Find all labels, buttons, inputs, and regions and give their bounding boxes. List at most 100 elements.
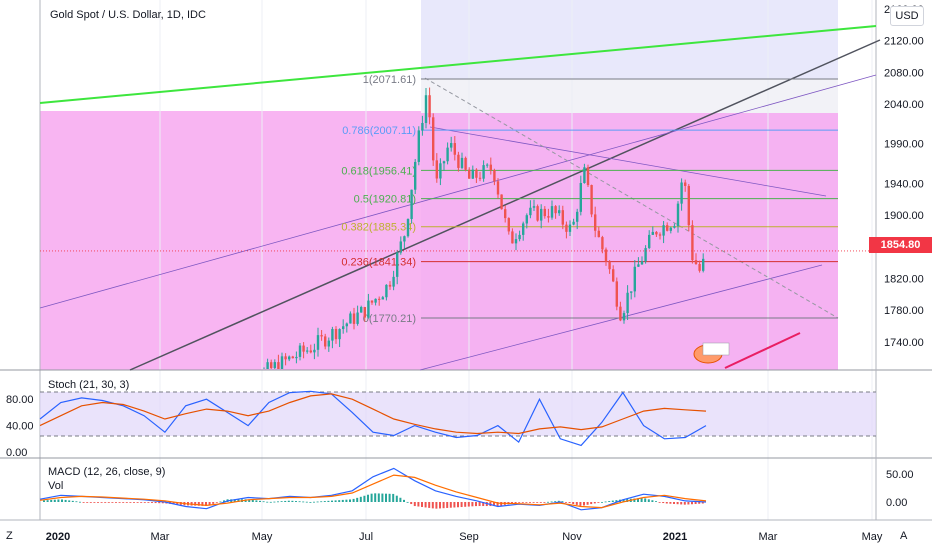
candle-body (309, 350, 312, 353)
candle-body (406, 218, 410, 237)
macd-histogram-bar (518, 502, 521, 503)
last-price-badge: 1854.80 (869, 237, 932, 253)
volume-legend[interactable]: Vol (48, 480, 64, 492)
candle-body (360, 307, 363, 313)
candle-body (594, 214, 597, 231)
macd-histogram-bar (687, 502, 690, 505)
time-axis-ticks: 2020 Mar May Jul Sep Nov 2021 Mar May (46, 531, 883, 543)
macd-histogram-bar (683, 502, 686, 505)
main-trendline[interactable] (129, 39, 881, 371)
macd-histogram-bar (284, 500, 287, 502)
candle-body (403, 236, 406, 242)
green-channel-line[interactable] (39, 25, 877, 104)
macd-histogram-bar (172, 502, 175, 505)
candle-body (676, 203, 680, 227)
candle-body (291, 356, 294, 359)
macd-histogram-bar (464, 502, 467, 507)
candle-body (424, 95, 428, 123)
candle-body (392, 276, 395, 287)
macd-histogram-bar (151, 502, 153, 503)
macd-histogram-bar (453, 502, 456, 508)
macd-histogram-bar (323, 501, 326, 502)
time-tick-label: Sep (459, 531, 479, 543)
macd-histogram-bar (388, 493, 391, 502)
candle-body (478, 177, 482, 179)
candle-body (342, 326, 345, 330)
macd-histogram-bar (374, 493, 377, 502)
macd-histogram-bar (158, 502, 161, 504)
macd-histogram-bar (370, 493, 373, 502)
currency-button[interactable]: USD (890, 6, 924, 26)
macd-histogram-bar (197, 502, 200, 506)
macd-histogram-bar (212, 502, 215, 504)
macd-histogram-bar (280, 501, 283, 502)
time-tick-label: 2020 (46, 531, 70, 543)
candle-body (655, 231, 658, 235)
candle-body (442, 161, 446, 164)
macd-histogram-bar (385, 493, 387, 502)
macd-legend[interactable]: MACD (12, 26, close, 9) (48, 466, 166, 478)
macd-histogram-bar (136, 502, 139, 503)
candle-body (331, 328, 334, 341)
macd-histogram-bar (622, 499, 625, 502)
stoch-k-line (39, 390, 707, 447)
macd-histogram-bar (248, 499, 251, 502)
fib-label: 1(2071.61) (363, 74, 416, 86)
event-marker[interactable] (693, 342, 730, 364)
macd-histogram-bar (359, 496, 362, 502)
candle-body (439, 163, 442, 179)
candle-body (352, 313, 356, 324)
candle-body (543, 208, 546, 217)
stoch-legend[interactable]: Stoch (21, 30, 3) (48, 379, 130, 391)
candle-body (428, 95, 431, 118)
macd-histogram-bar (511, 502, 513, 504)
macd-histogram-bar (115, 502, 117, 503)
macd-histogram-bar (439, 502, 441, 509)
macd-histogram-bar (338, 500, 341, 502)
price-tick-label: 2040.00 (884, 99, 924, 111)
candle-body (475, 169, 478, 178)
candle-body (615, 281, 618, 307)
candle-body (446, 147, 449, 162)
candle-body (453, 143, 456, 155)
candle-body (324, 336, 327, 347)
candle-body (507, 218, 510, 232)
macd-histogram-bar (255, 500, 258, 502)
candle-body (540, 208, 543, 221)
time-tick-label: 2021 (663, 531, 687, 543)
candle-body (385, 284, 388, 298)
macd-histogram-bar (417, 502, 420, 507)
candle-body (367, 300, 370, 318)
macd-histogram-bar (208, 502, 211, 506)
macd-histogram-bar (590, 502, 593, 505)
candle-body (608, 261, 611, 270)
candle-body (522, 223, 525, 235)
stoch-pane (39, 390, 876, 447)
fib-label: 0.618(1956.41) (341, 165, 416, 177)
macd-histogram-bar (79, 501, 81, 503)
macd-histogram-bar (482, 502, 485, 507)
macd-histogram-bar (291, 500, 294, 502)
fib-diagonal[interactable] (424, 77, 839, 319)
macd-histogram-bar (586, 502, 589, 505)
macd-tick-label: 0.00 (886, 497, 907, 509)
macd-histogram-bar (550, 501, 553, 503)
upper-trend-channel[interactable] (39, 74, 877, 309)
descending-trendline[interactable] (429, 126, 827, 197)
zoom-button[interactable]: Z (6, 530, 13, 542)
candle-body (640, 261, 644, 265)
candle-body (417, 130, 420, 162)
macd-histogram-bar (532, 502, 535, 503)
macd-histogram-bar (557, 500, 560, 502)
macd-histogram-bar (43, 500, 45, 502)
candle-body (547, 216, 550, 218)
auto-scale-button[interactable]: A (900, 530, 908, 542)
trendlines[interactable] (39, 25, 881, 371)
fib-label: 0.236(1841.34) (341, 257, 416, 269)
candle-body (396, 252, 399, 277)
macd-histogram-bar (457, 502, 459, 508)
macd-histogram-bar (356, 497, 359, 502)
pink-ray[interactable] (724, 332, 801, 369)
